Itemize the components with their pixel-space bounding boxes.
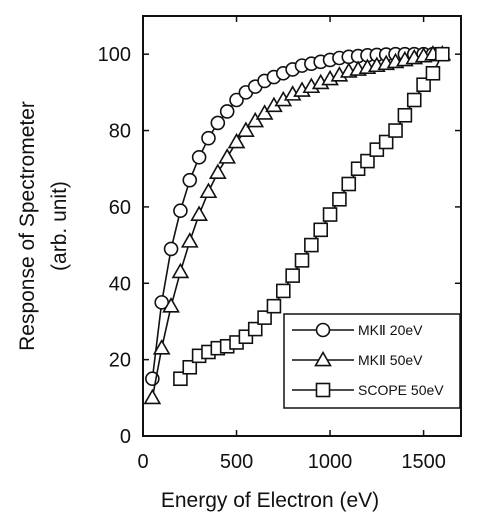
- data-point-circle: [173, 203, 188, 219]
- data-point-circle: [229, 92, 244, 108]
- data-point-square: [294, 253, 310, 268]
- data-point-triangle: [143, 388, 162, 405]
- data-point-triangle: [237, 121, 255, 137]
- data-point-square: [257, 310, 272, 325]
- series-triangle: [143, 45, 452, 405]
- y-axis-ticks: 0 20 40 60 80 100: [98, 44, 461, 448]
- series-square: [173, 46, 450, 387]
- legend-marker-triangle: [314, 350, 332, 367]
- data-point-triangle: [255, 104, 274, 120]
- y-axis-label-line2: (arb. unit): [48, 181, 71, 271]
- data-point-triangle: [171, 262, 190, 279]
- data-point-square: [434, 46, 450, 62]
- data-point-square: [388, 123, 403, 138]
- legend-items: MKⅡ 20eV MKⅡ 50eV SCOPE 50eV: [292, 322, 444, 398]
- data-point-circle: [201, 130, 216, 146]
- data-point-square: [360, 153, 375, 169]
- data-point-triangle: [199, 182, 218, 199]
- data-point-square: [341, 176, 357, 192]
- series-layer: [143, 45, 452, 405]
- legend: MKⅡ 20eV MKⅡ 50eV SCOPE 50eV: [283, 313, 461, 409]
- data-point-circle: [182, 172, 198, 188]
- data-point-triangle: [227, 132, 246, 149]
- y-tick-label: 60: [109, 197, 131, 219]
- data-point-circle: [219, 104, 235, 119]
- data-point-triangle: [218, 148, 237, 164]
- data-point-square: [397, 107, 413, 123]
- data-point-square: [285, 268, 300, 283]
- x-tick-label: 0: [137, 451, 148, 473]
- x-tick-label: 500: [220, 451, 253, 473]
- y-tick-label: 80: [109, 121, 131, 143]
- data-point-square: [247, 321, 263, 337]
- data-point-square: [406, 92, 422, 108]
- legend-label: MKⅡ 50eV: [358, 352, 423, 368]
- data-point-square: [313, 222, 329, 238]
- x-axis-label: Energy of Electron (eV): [161, 489, 379, 512]
- data-point-circle: [210, 115, 226, 131]
- data-point-square: [378, 134, 394, 150]
- legend-marker-circle: [315, 322, 331, 338]
- legend-label: SCOPE 50eV: [358, 382, 444, 398]
- plot-frame: [142, 15, 462, 437]
- legend-label: MKⅡ 20eV: [358, 322, 423, 338]
- x-tick-label: 1000: [308, 451, 353, 473]
- data-point-triangle: [152, 339, 171, 355]
- data-point-square: [332, 191, 347, 207]
- legend-marker-square: [315, 382, 331, 398]
- y-axis-label-line1: Response of Spectrometer: [16, 101, 39, 351]
- data-point-square: [173, 371, 188, 387]
- data-point-triangle: [208, 163, 227, 179]
- x-axis-ticks: 0 500 1000 1500: [137, 16, 446, 473]
- x-tick-label: 1500: [401, 451, 446, 473]
- data-point-circle: [163, 241, 179, 257]
- data-point-square: [304, 237, 319, 253]
- data-point-square: [425, 65, 441, 81]
- data-point-square: [266, 298, 282, 314]
- data-point-triangle: [190, 205, 208, 221]
- y-tick-label: 0: [120, 426, 131, 448]
- data-point-triangle: [246, 111, 265, 128]
- y-tick-label: 100: [98, 44, 131, 66]
- data-point-triangle: [180, 232, 199, 248]
- data-point-square: [182, 359, 198, 375]
- data-point-square: [275, 283, 291, 299]
- data-point-square: [322, 207, 338, 222]
- data-point-triangle: [162, 297, 180, 313]
- y-tick-label: 40: [109, 273, 131, 295]
- y-tick-label: 20: [109, 350, 131, 372]
- data-point-circle: [191, 149, 207, 165]
- data-point-square: [416, 77, 431, 93]
